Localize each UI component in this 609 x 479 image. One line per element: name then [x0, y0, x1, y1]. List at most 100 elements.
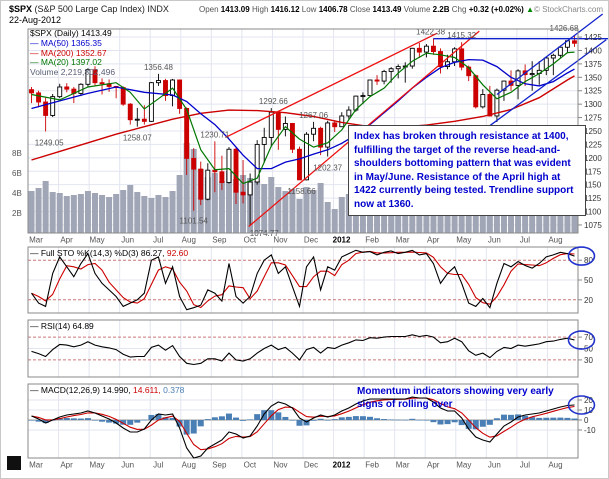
svg-text:Jul: Jul — [520, 461, 530, 470]
svg-text:Jun: Jun — [488, 236, 501, 245]
svg-text:Jun: Jun — [488, 461, 501, 470]
svg-text:2012: 2012 — [333, 236, 351, 245]
macd-value: — MACD(12,26,9) 14.990, — [30, 385, 131, 395]
svg-text:1175: 1175 — [584, 167, 602, 176]
svg-text:1101.54: 1101.54 — [180, 217, 209, 226]
svg-text:1300: 1300 — [584, 100, 602, 109]
sto-k-value: — Full STO %K(14,3) %D(3) 86.27, — [30, 248, 165, 258]
macd-highlight-ellipse — [567, 395, 596, 415]
symbol-name: (S&P 500 Large Cap Index) INDX — [32, 4, 169, 14]
volume-axis-labels: 8B 6B 4B 2B — [12, 149, 22, 218]
svg-text:4B: 4B — [12, 189, 22, 198]
chg-value: +0.32 (+0.02%) — [468, 5, 524, 14]
svg-text:Oct: Oct — [244, 236, 257, 245]
svg-text:1230.71: 1230.71 — [200, 130, 229, 139]
sto-lines — [31, 249, 575, 311]
svg-text:1250: 1250 — [584, 127, 602, 136]
svg-text:Nov: Nov — [273, 236, 287, 245]
svg-text:1267.06: 1267.06 — [299, 111, 328, 120]
svg-text:1292.66: 1292.66 — [259, 97, 288, 106]
svg-text:1125: 1125 — [584, 194, 602, 203]
svg-text:1075: 1075 — [584, 221, 602, 230]
price-legend: $SPX (Daily) 1413.49 — MA(50) 1365.35 — … — [30, 28, 116, 78]
svg-text:Jun: Jun — [121, 236, 134, 245]
swing-price-labels: 1249.05 1258.07 1356.48 1230.71 1292.66 1267.… — [35, 24, 579, 238]
svg-text:Sep: Sep — [212, 461, 227, 470]
open-label: Open — [198, 5, 219, 14]
month-axis-top: Mar Apr May Jun Jul Aug Sep Oct Nov Dec 2012 Feb Mar… — [29, 236, 562, 245]
svg-text:Jul: Jul — [520, 236, 530, 245]
svg-text:0: 0 — [584, 416, 589, 425]
highlight-ellipses — [567, 246, 596, 415]
svg-text:May: May — [456, 461, 471, 470]
svg-text:Apr: Apr — [427, 461, 440, 470]
svg-text:Nov: Nov — [273, 461, 287, 470]
svg-text:1422.38: 1422.38 — [416, 27, 445, 36]
svg-text:80: 80 — [584, 256, 593, 265]
month-axis-bottom: Mar Apr May Jun Jul Aug Sep Oct Nov Dec 2012 Feb Mar… — [29, 461, 562, 470]
svg-text:Oct: Oct — [244, 461, 257, 470]
sto-d-value: 92.60 — [166, 248, 189, 258]
svg-text:Dec: Dec — [304, 461, 318, 470]
svg-text:Jul: Jul — [153, 236, 163, 245]
stochastics-label: — Full STO %K(14,3) %D(3) 86.27, 92.60 — [30, 248, 188, 258]
rsi-value: — RSI(14) 64.89 — [30, 321, 94, 331]
svg-text:1200: 1200 — [584, 154, 602, 163]
svg-text:8B: 8B — [12, 149, 22, 158]
high-label: High — [251, 5, 269, 14]
macd-signal-value: 14.611, — [133, 385, 161, 395]
svg-text:Dec: Dec — [304, 236, 318, 245]
sto-panel: 80 50 20 — [27, 246, 593, 314]
chart-date: 22-Aug-2012 — [9, 15, 62, 25]
svg-text:1325: 1325 — [584, 87, 602, 96]
svg-text:1375: 1375 — [584, 60, 602, 69]
svg-text:Feb: Feb — [365, 236, 379, 245]
svg-text:May: May — [90, 461, 105, 470]
svg-text:Apr: Apr — [427, 236, 440, 245]
svg-text:Feb: Feb — [365, 461, 379, 470]
svg-text:Jun: Jun — [121, 461, 134, 470]
svg-text:6B: 6B — [12, 169, 22, 178]
svg-text:2012: 2012 — [333, 461, 351, 470]
chg-label: Chg — [451, 5, 467, 14]
macd-hist-value: 0.378 — [163, 385, 185, 395]
svg-text:1150: 1150 — [584, 181, 602, 190]
momentum-annotation: Momentum indicators showing very early s… — [357, 386, 554, 410]
ma200-line — [31, 75, 575, 161]
high-value: 1416.12 — [270, 5, 300, 14]
close-label: Close — [349, 5, 371, 14]
svg-text:1074.77: 1074.77 — [250, 229, 279, 238]
svg-text:1400: 1400 — [584, 46, 602, 55]
svg-text:1275: 1275 — [584, 114, 602, 123]
svg-text:20: 20 — [584, 296, 593, 305]
svg-text:Mar: Mar — [29, 236, 43, 245]
legend-ma200: — MA(200) 1352.67 — [30, 47, 107, 58]
macd-lines — [31, 396, 575, 459]
chg-up-arrow-icon: ▲ — [526, 5, 534, 14]
svg-text:Aug: Aug — [548, 236, 562, 245]
legend-ma20: — MA(20) 1397.02 — [30, 57, 102, 68]
legend-volume: Volume 2,219,802,496 — [30, 67, 116, 78]
rsi-highlight-ellipse — [567, 330, 596, 350]
svg-text:Mar: Mar — [396, 236, 410, 245]
legend-spx: $SPX (Daily) 1413.49 — [30, 28, 112, 38]
rsi-line — [31, 334, 575, 366]
quote-summary: Open 1413.09 High 1416.12 Low 1406.78 Cl… — [199, 5, 534, 14]
svg-text:May: May — [90, 236, 105, 245]
macd-label: — MACD(12,26,9) 14.990, 14.611, 0.378 — [30, 385, 184, 395]
svg-text:1425: 1425 — [584, 33, 602, 42]
volume-value: 2.2B — [432, 5, 450, 14]
svg-text:Mar: Mar — [29, 461, 43, 470]
rsi-label: — RSI(14) 64.89 — [30, 321, 94, 331]
svg-text:Aug: Aug — [548, 461, 562, 470]
svg-text:Sep: Sep — [212, 236, 227, 245]
svg-text:30: 30 — [584, 356, 593, 365]
svg-text:Aug: Aug — [182, 461, 196, 470]
svg-text:20: 20 — [584, 396, 593, 405]
svg-text:May: May — [456, 236, 471, 245]
svg-text:50: 50 — [584, 276, 593, 285]
price-panel-frame: 1075 1100 1125 1150 1175 1200 1225 1250 1275 1300… — [27, 28, 602, 234]
low-value: 1406.78 — [318, 5, 348, 14]
svg-text:Mar: Mar — [396, 461, 410, 470]
low-label: Low — [301, 5, 317, 14]
